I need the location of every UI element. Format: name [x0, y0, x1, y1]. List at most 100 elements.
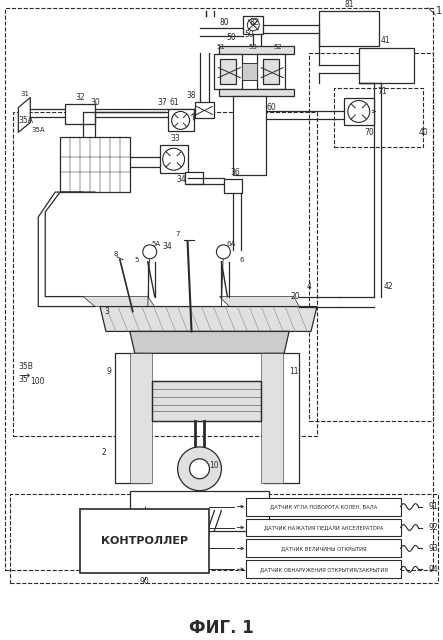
Bar [246, 498, 400, 516]
Text: 20: 20 [290, 292, 300, 301]
Text: 1: 1 [436, 6, 443, 16]
Text: 35A: 35A [31, 127, 45, 133]
Text: 81: 81 [344, 1, 354, 10]
Bar [167, 109, 194, 131]
Text: 50: 50 [245, 30, 254, 39]
Text: ДАТЧИК НАЖАТИЯ ПЕДАЛИ АКСЕЛЕРАТОРА: ДАТЧИК НАЖАТИЯ ПЕДАЛИ АКСЕЛЕРАТОРА [264, 525, 383, 530]
Polygon shape [18, 97, 30, 132]
Text: 34: 34 [177, 175, 187, 184]
Bar [319, 11, 379, 46]
Text: 35A: 35A [18, 116, 33, 125]
Text: 6: 6 [239, 257, 244, 263]
Bar [344, 97, 374, 125]
Text: 35B: 35B [18, 362, 33, 371]
Text: 2: 2 [101, 449, 106, 458]
Text: 4: 4 [307, 282, 311, 291]
Text: 11: 11 [289, 367, 299, 376]
Text: 51: 51 [216, 44, 225, 50]
Text: 10: 10 [210, 461, 219, 470]
Bar [264, 353, 299, 483]
Polygon shape [100, 307, 317, 332]
Bar [309, 52, 433, 421]
Text: 50: 50 [226, 33, 236, 42]
Bar [246, 518, 400, 536]
Bar [214, 54, 242, 88]
Text: 9: 9 [106, 367, 111, 376]
Text: ДАТЧИК ВЕЛИЧИНЫ ОТКРЫТИЯ: ДАТЧИК ВЕЛИЧИНЫ ОТКРЫТИЯ [280, 546, 366, 551]
Polygon shape [83, 296, 155, 307]
Bar [185, 172, 202, 184]
Text: 52: 52 [274, 44, 283, 50]
Bar [221, 59, 237, 84]
Text: 3: 3 [105, 307, 109, 316]
Text: 71: 71 [377, 87, 386, 96]
Text: 31: 31 [20, 90, 29, 97]
Bar [219, 88, 294, 95]
Bar [13, 113, 317, 436]
Bar [359, 48, 413, 83]
Bar [10, 493, 439, 583]
Text: 41: 41 [381, 36, 390, 45]
Text: 42: 42 [384, 282, 393, 291]
Text: 7: 7 [175, 231, 180, 237]
Text: 91: 91 [428, 502, 438, 511]
Text: 93: 93 [428, 544, 438, 553]
Bar [194, 102, 214, 118]
Text: 30: 30 [90, 98, 100, 107]
Bar [159, 145, 187, 173]
Circle shape [143, 245, 157, 259]
Text: 33: 33 [171, 134, 180, 143]
Text: ДАТЧИК ОБНАРУЖЕНИЯ ОТКРЫТИЯ/ЗАКРЫТИЯ: ДАТЧИК ОБНАРУЖЕНИЯ ОТКРЫТИЯ/ЗАКРЫТИЯ [260, 567, 387, 572]
Text: 61: 61 [170, 98, 179, 107]
Bar [80, 509, 210, 573]
Bar [246, 540, 400, 557]
Bar [130, 353, 152, 483]
Bar [152, 381, 261, 421]
Bar [242, 63, 257, 79]
Circle shape [217, 245, 230, 259]
Bar [219, 46, 294, 54]
Bar [257, 54, 285, 88]
Circle shape [178, 447, 222, 491]
Circle shape [190, 459, 210, 479]
Text: 80: 80 [220, 19, 229, 28]
Text: 40: 40 [419, 128, 428, 137]
Text: →: → [21, 371, 30, 381]
Text: 92: 92 [428, 523, 438, 532]
Text: 36: 36 [230, 168, 240, 177]
Text: КОНТРОЛЛЕР: КОНТРОЛЛЕР [101, 536, 188, 546]
Text: 35: 35 [18, 374, 28, 384]
Text: ДАТЧИК УГЛА ПОВОРОТА КОЛЕН. ВАЛА: ДАТЧИК УГЛА ПОВОРОТА КОЛЕН. ВАЛА [270, 504, 377, 509]
Text: 53: 53 [249, 44, 258, 50]
Bar [65, 104, 95, 124]
Text: 6A: 6A [227, 241, 236, 247]
Text: 100: 100 [30, 377, 45, 386]
Text: 90: 90 [140, 577, 150, 586]
Polygon shape [219, 296, 299, 307]
Bar [261, 353, 283, 483]
Text: 32: 32 [75, 93, 85, 102]
Text: 34: 34 [163, 243, 172, 252]
Text: 60: 60 [266, 103, 276, 112]
Text: 5: 5 [135, 257, 139, 263]
Bar [130, 491, 269, 531]
Text: 94: 94 [428, 565, 438, 574]
Bar [246, 561, 400, 579]
Bar [334, 88, 424, 147]
Text: 8: 8 [114, 251, 118, 257]
Text: 70: 70 [364, 128, 373, 137]
Bar [115, 353, 150, 483]
Text: 38: 38 [187, 91, 196, 100]
Text: ФИГ. 1: ФИГ. 1 [189, 619, 254, 637]
Bar [60, 138, 130, 192]
Polygon shape [130, 332, 289, 353]
Bar [263, 59, 279, 84]
Text: 37: 37 [158, 98, 167, 107]
Text: 5A: 5A [151, 241, 160, 247]
Bar [243, 16, 263, 34]
Bar [233, 95, 266, 175]
Bar [5, 8, 433, 570]
Bar [152, 381, 261, 421]
Bar [225, 179, 242, 193]
Text: 82: 82 [249, 19, 259, 28]
